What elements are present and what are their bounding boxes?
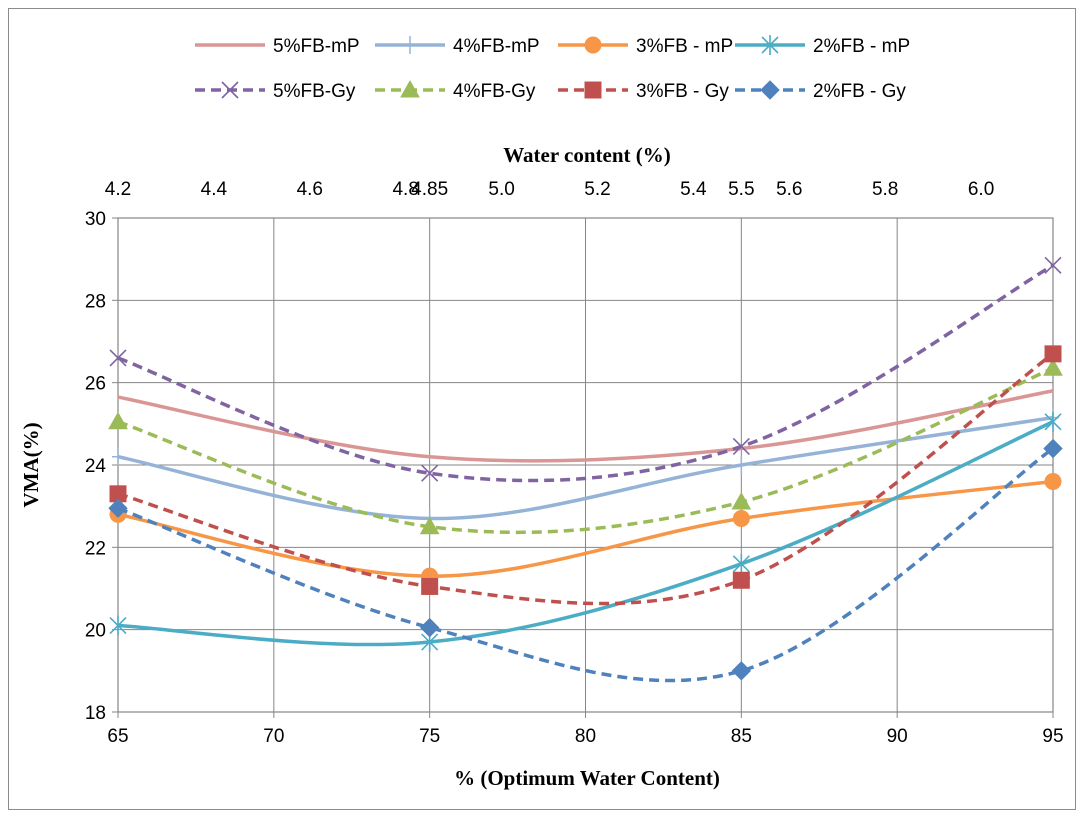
data-point: [112, 447, 124, 466]
data-point: [731, 492, 752, 510]
x-tick-label: 95: [1042, 726, 1063, 747]
legend-marker: [584, 36, 602, 54]
x-tick-label: 75: [419, 726, 440, 747]
legend-marker: [760, 80, 780, 100]
x-axis-title: % (Optimum Water Content): [454, 766, 720, 790]
top-axis-ticks: 4.2 4.4 4.6 4.8 5.0 5.2 5.4 5.6 5.8 6.0 4.85 5.5: [105, 179, 994, 200]
x-tick-label: 85: [731, 726, 752, 747]
data-point: [1044, 411, 1062, 432]
legend-label: 3%FB - mP: [636, 36, 733, 57]
data-point: [1043, 358, 1063, 376]
series-3-fb-gy: [109, 345, 1062, 606]
legend-item: 3%FB - mP: [558, 36, 733, 57]
data-point: [109, 615, 127, 636]
data-point: [421, 577, 439, 595]
top-tick-label: 4.85: [411, 179, 448, 200]
series-2-fb-gy: [108, 438, 1063, 683]
y-tick-label: 18: [85, 703, 106, 724]
x-axis-ticks: 65 70 75 80 85 90 95: [107, 712, 1064, 747]
data-point: [732, 553, 750, 574]
data-point: [1043, 438, 1063, 459]
x-tick-label: 90: [887, 726, 908, 747]
data-point: [419, 516, 440, 535]
data-point: [732, 437, 750, 456]
legend-label: 3%FB - Gy: [636, 81, 729, 102]
data-point: [735, 456, 748, 474]
x-tick-label: 65: [107, 726, 128, 747]
data-point: [419, 617, 440, 638]
legend-item: 2%FB - Gy: [735, 80, 906, 102]
top-tick-label: 4.4: [201, 179, 228, 200]
series-line: [117, 263, 1054, 483]
legend-label: 5%FB-mP: [273, 36, 360, 57]
top-tick-label: 5.0: [488, 179, 514, 200]
series-line: [117, 389, 1054, 463]
legend: 5%FB-mP 4%FB-mP 3%FB - mP 2%FB - mP 5%FB-Gy 4…: [195, 35, 910, 102]
x-tick-label: 80: [575, 726, 596, 747]
series-line: [117, 366, 1054, 535]
legend-item: 5%FB-Gy: [195, 81, 356, 102]
legend-marker: [584, 81, 602, 99]
y-tick-label: 30: [85, 209, 106, 230]
top-tick-label: 4.2: [105, 179, 131, 200]
y-tick-label: 24: [85, 456, 107, 477]
data-point: [109, 349, 127, 367]
legend-label: 4%FB-mP: [453, 36, 540, 57]
legend-marker: [404, 36, 416, 54]
data-point: [421, 464, 439, 482]
series-line: [117, 479, 1054, 578]
series-4-fb-gy: [108, 358, 1063, 535]
top-tick-label: 5.5: [728, 179, 754, 200]
data-point: [1044, 256, 1062, 274]
data-point: [732, 571, 750, 589]
legend-marker: [221, 81, 239, 99]
legend-marker: [761, 35, 779, 55]
legend-label: 2%FB - Gy: [813, 81, 906, 102]
top-tick-label: 4.8: [392, 179, 418, 200]
data-point: [1044, 472, 1062, 490]
series-5-fb-gy: [109, 256, 1062, 483]
data-point: [1044, 345, 1062, 363]
legend-item: 4%FB-mP: [375, 36, 540, 57]
series-line: [117, 352, 1055, 606]
series-line: [117, 415, 1054, 521]
y-axis-ticks: 18 20 22 24 26 28 30: [85, 209, 118, 724]
data-point: [108, 411, 128, 430]
y-tick-label: 28: [85, 291, 106, 312]
legend-label: 4%FB-Gy: [453, 81, 536, 102]
top-tick-label: 6.0: [968, 179, 994, 200]
y-tick-label: 26: [85, 374, 106, 395]
legend-label: 5%FB-Gy: [273, 81, 356, 102]
series-5-fb-mp: [117, 389, 1054, 463]
legend-item: 4%FB-Gy: [375, 79, 536, 102]
series-line: [117, 447, 1055, 683]
series-line: [117, 420, 1054, 647]
top-tick-label: 4.6: [297, 179, 323, 200]
top-tick-label: 5.4: [680, 179, 707, 200]
top-tick-label: 5.2: [584, 179, 610, 200]
legend-item: 3%FB - Gy: [558, 81, 729, 102]
series-layer: [108, 256, 1063, 683]
legend-item: 2%FB - mP: [735, 35, 910, 57]
top-axis-title: Water content (%): [503, 143, 671, 167]
legend-item: 5%FB-mP: [195, 36, 360, 57]
top-tick-label: 5.6: [776, 179, 802, 200]
y-tick-label: 20: [85, 621, 106, 642]
data-point: [731, 661, 752, 681]
legend-marker: [400, 79, 420, 98]
y-axis-title: VMA(%): [19, 422, 43, 507]
x-tick-label: 70: [263, 726, 284, 747]
y-tick-label: 22: [85, 538, 106, 559]
chart-frame: [8, 8, 1076, 810]
top-tick-label: 5.8: [872, 179, 898, 200]
legend-label: 2%FB - mP: [813, 36, 910, 57]
data-point: [108, 498, 128, 518]
data-point: [732, 510, 750, 528]
